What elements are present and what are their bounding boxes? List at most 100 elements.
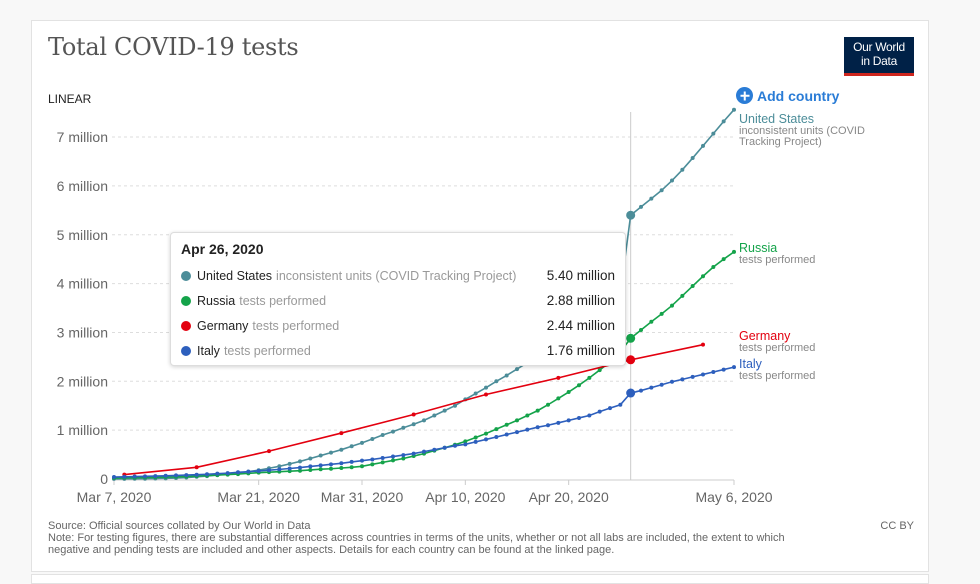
logo-line-1: Our World (853, 40, 905, 54)
tooltip-series-unit: tests performed (239, 293, 327, 308)
data-point-united-states (318, 453, 323, 458)
data-point-united-states (411, 422, 416, 427)
x-axis: Mar 7, 2020 Mar 21, 2020 Mar 31, 2020 Apr 1… (77, 479, 773, 505)
data-point-italy (174, 473, 178, 478)
data-point-italy (690, 374, 695, 379)
data-point-italy (194, 472, 199, 477)
series-label-russia[interactable]: Russia tests performed (739, 242, 815, 266)
license-link[interactable]: CC BY (880, 520, 914, 532)
data-point-united-states (484, 385, 488, 390)
chart-title: Total COVID-19 tests (48, 33, 299, 61)
data-point-russia (711, 264, 716, 269)
data-point-italy (432, 447, 437, 452)
data-point-russia (380, 460, 385, 465)
data-point-italy (463, 442, 468, 447)
data-point-germany (411, 412, 416, 417)
series-color-dot-icon (181, 320, 191, 331)
data-point-russia (463, 439, 468, 444)
data-point-united-states (277, 464, 282, 469)
data-point-russia (556, 396, 561, 401)
data-point-united-states (649, 196, 654, 201)
data-point-russia (566, 390, 571, 395)
data-point-russia (494, 427, 499, 432)
data-point-italy (132, 474, 137, 479)
data-point-italy (721, 367, 726, 372)
x-tick-label: May 6, 2020 (695, 489, 772, 505)
data-point-russia (670, 303, 674, 308)
logo-line-2: in Data (861, 54, 897, 68)
data-point-italy (711, 370, 716, 375)
tooltip-series-unit: tests performed (223, 343, 311, 358)
data-point-italy (349, 459, 354, 464)
data-point-united-states (515, 367, 519, 372)
data-point-germany (484, 392, 488, 397)
data-point-italy (298, 465, 302, 470)
data-point-germany (701, 342, 705, 347)
data-point-united-states (422, 418, 426, 423)
series-label-germany[interactable]: Germany tests performed (739, 330, 815, 354)
data-point-united-states (453, 403, 457, 408)
series-label-italy[interactable]: Italy tests performed (739, 358, 815, 382)
tooltip-series-name: Russia (197, 293, 236, 308)
hover-tooltip: Apr 26, 2020 United States inconsistent u… (170, 232, 626, 366)
data-point-italy (205, 472, 209, 477)
series-label-unit: tests performed (739, 342, 816, 354)
owid-logo[interactable]: Our World in Data (844, 37, 914, 76)
series-label-name: Russia (739, 241, 778, 255)
data-point-russia (690, 284, 695, 289)
data-point-italy (649, 385, 654, 390)
data-point-italy (360, 458, 364, 463)
data-point-italy (546, 423, 550, 428)
data-point-united-states (401, 425, 406, 430)
data-point-russia (339, 466, 344, 471)
data-point-germany (339, 431, 344, 436)
add-country-button[interactable]: Add country (736, 87, 839, 104)
data-point-russia (701, 274, 705, 279)
chart-footer: Source: Official sources collated by Our… (48, 520, 914, 556)
tooltip-date: Apr 26, 2020 (181, 241, 264, 257)
data-point-germany (194, 465, 199, 470)
data-point-italy (246, 469, 251, 474)
data-point-russia (680, 293, 685, 298)
tooltip-value: 1.76 million (546, 343, 615, 358)
x-tick-label: Mar 31, 2020 (321, 489, 404, 505)
tooltip-series-name: United States (197, 268, 273, 283)
data-point-russia (577, 383, 581, 388)
data-point-italy (380, 455, 385, 460)
data-point-italy (597, 409, 602, 414)
data-point-united-states (380, 433, 385, 438)
data-point-russia (515, 418, 519, 423)
data-point-russia (484, 431, 488, 436)
data-point-italy (225, 471, 230, 476)
scale-toggle-button[interactable]: LINEAR (48, 92, 92, 106)
y-tick-label: 4 million (57, 276, 108, 292)
data-point-russia (360, 464, 364, 469)
series-label-united-states[interactable]: United States inconsistent units (COVID … (739, 113, 865, 148)
data-point-united-states (329, 450, 333, 455)
data-point-italy (732, 365, 736, 370)
data-point-italy (153, 474, 158, 479)
data-point-russia (525, 413, 530, 418)
data-point-italy (329, 462, 333, 467)
data-point-italy (577, 415, 581, 420)
data-point-united-states (701, 143, 705, 148)
data-point-russia (473, 435, 478, 440)
data-point-italy (308, 464, 313, 469)
y-tick-label: 6 million (57, 178, 108, 194)
tooltip-value: 5.40 million (546, 268, 615, 283)
data-point-italy (339, 461, 344, 466)
data-point-italy (287, 466, 292, 471)
data-point-italy (670, 379, 674, 384)
data-point-italy (318, 463, 323, 468)
data-point-italy (277, 467, 282, 472)
data-point-russia (649, 319, 654, 324)
x-tick-label: Mar 7, 2020 (77, 489, 152, 505)
data-point-italy (659, 382, 664, 387)
x-tick-label: Mar 21, 2020 (217, 489, 300, 505)
tooltip-value: 2.44 million (546, 318, 615, 333)
note-text-line-1: Note: For testing figures, there are sub… (48, 532, 785, 544)
add-country-label: Add country (757, 87, 840, 104)
series-label-unit-2: Tracking Project) (739, 136, 822, 148)
data-point-russia (329, 466, 333, 471)
data-point-united-states (298, 459, 302, 464)
